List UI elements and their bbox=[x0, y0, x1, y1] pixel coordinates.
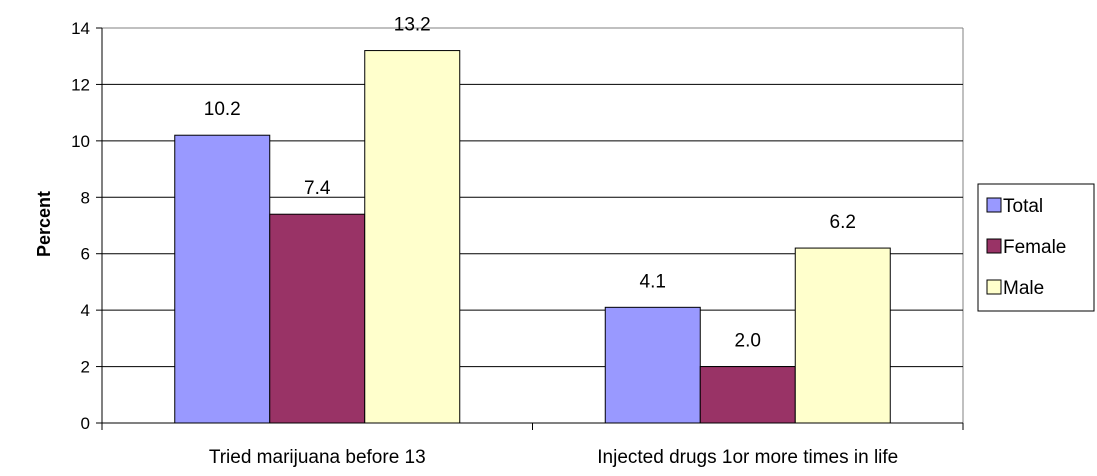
data-label: 13.2 bbox=[394, 15, 431, 36]
y-tick-label: 2 bbox=[81, 358, 90, 377]
x-category-label: Tried marijuana before 13 bbox=[209, 447, 426, 468]
bar-total-2 bbox=[604, 306, 701, 424]
data-label: 10.2 bbox=[204, 99, 241, 120]
bar-total-1 bbox=[174, 134, 271, 424]
y-tick-label: 4 bbox=[81, 301, 90, 320]
legend-label: Female bbox=[1003, 237, 1066, 258]
bars bbox=[174, 50, 891, 424]
legend-swatch-male bbox=[986, 279, 1002, 295]
y-tick-label: 12 bbox=[71, 75, 90, 94]
data-label: 4.1 bbox=[640, 271, 666, 292]
y-axis-title: Percent bbox=[34, 191, 54, 257]
bar-male-1 bbox=[364, 50, 461, 424]
legend-label: Male bbox=[1003, 278, 1044, 299]
y-tick-label: 14 bbox=[71, 19, 90, 38]
legend: Total Female Male bbox=[977, 183, 1095, 312]
y-tick-label: 6 bbox=[81, 245, 90, 264]
bar-male-2 bbox=[794, 247, 891, 424]
data-label: 7.4 bbox=[304, 178, 331, 199]
legend-swatch-female bbox=[986, 238, 1002, 254]
data-label: 6.2 bbox=[830, 212, 856, 233]
data-labels: 10.2 7.4 13.2 4.1 2.0 6.2 bbox=[204, 15, 856, 352]
y-tick-label: 8 bbox=[81, 188, 90, 207]
legend-swatch-total bbox=[986, 197, 1002, 213]
y-tick-label: 0 bbox=[81, 414, 90, 433]
legend-label: Total bbox=[1003, 196, 1043, 217]
y-tick-label: 10 bbox=[71, 132, 90, 151]
x-category-label: Injected drugs 1or more times in life bbox=[597, 447, 898, 468]
bar-female-1 bbox=[269, 213, 366, 424]
bar-female-2 bbox=[699, 366, 796, 424]
data-label: 2.0 bbox=[735, 331, 761, 352]
